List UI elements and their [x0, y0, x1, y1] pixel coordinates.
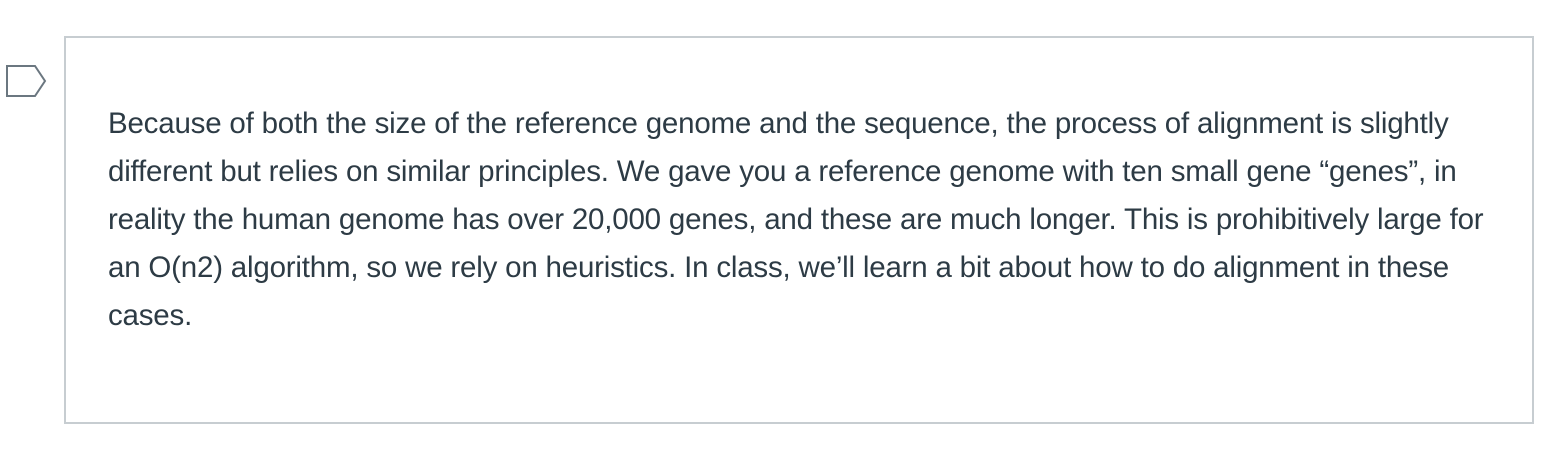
flag-question-button[interactable] — [5, 64, 47, 98]
question-text: Because of both the size of the referenc… — [108, 107, 1484, 332]
flag-question-icon — [6, 65, 47, 97]
question-box: Because of both the size of the referenc… — [64, 36, 1534, 424]
